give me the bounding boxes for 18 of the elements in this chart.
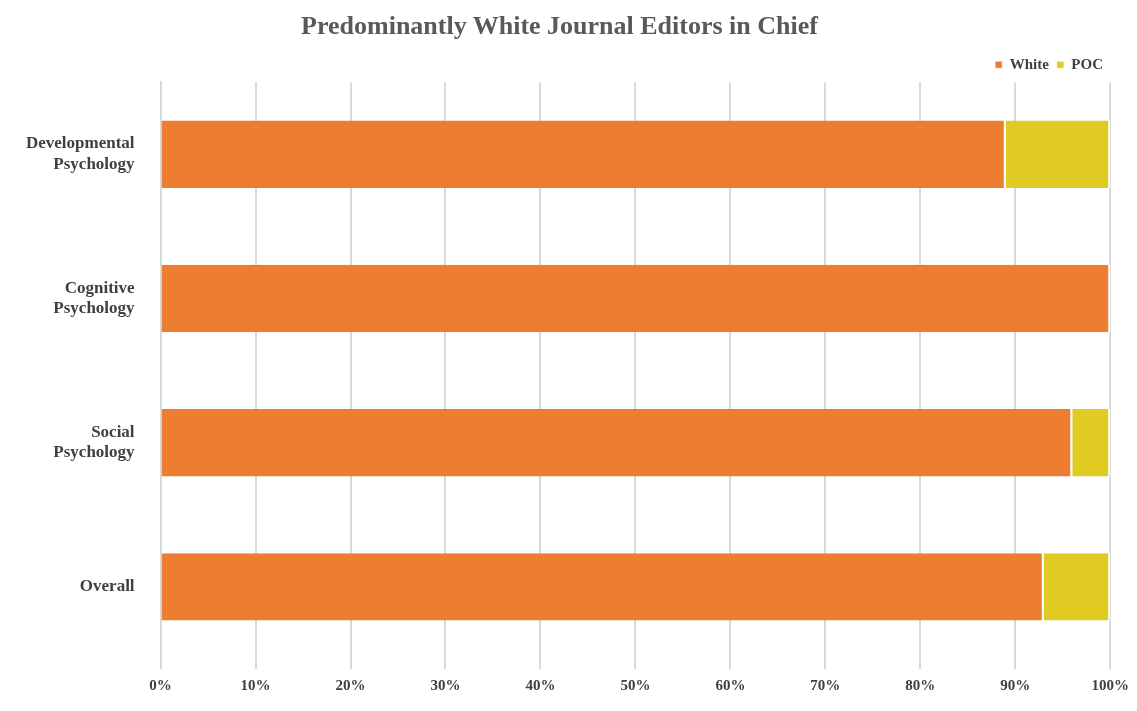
x-tick-label: 90% <box>1000 676 1031 693</box>
x-tick-label: 70% <box>810 676 841 693</box>
chart-title: Predominantly White Journal Editors in Chief <box>301 11 819 41</box>
y-tick-label: Developmental Psychology <box>26 133 136 173</box>
x-tick-label: 100% <box>1091 676 1129 693</box>
y-tick-label: Social Psychology <box>53 421 136 462</box>
x-tick-label: 10% <box>240 676 271 693</box>
x-tick-label: 60% <box>715 676 746 693</box>
legend-label: White <box>1009 55 1050 72</box>
x-tick-label: 30% <box>430 676 461 693</box>
x-tick-label: 80% <box>905 676 936 693</box>
x-tick-label: 20% <box>335 676 366 693</box>
y-tick-label: Cognitive Psychology <box>53 277 136 318</box>
y-tick-label: Overall <box>79 576 135 596</box>
legend-label: POC <box>1071 55 1104 72</box>
x-tick-label: 0% <box>149 676 172 693</box>
x-tick-label: 40% <box>525 676 556 693</box>
x-tick-label: 50% <box>620 676 651 693</box>
